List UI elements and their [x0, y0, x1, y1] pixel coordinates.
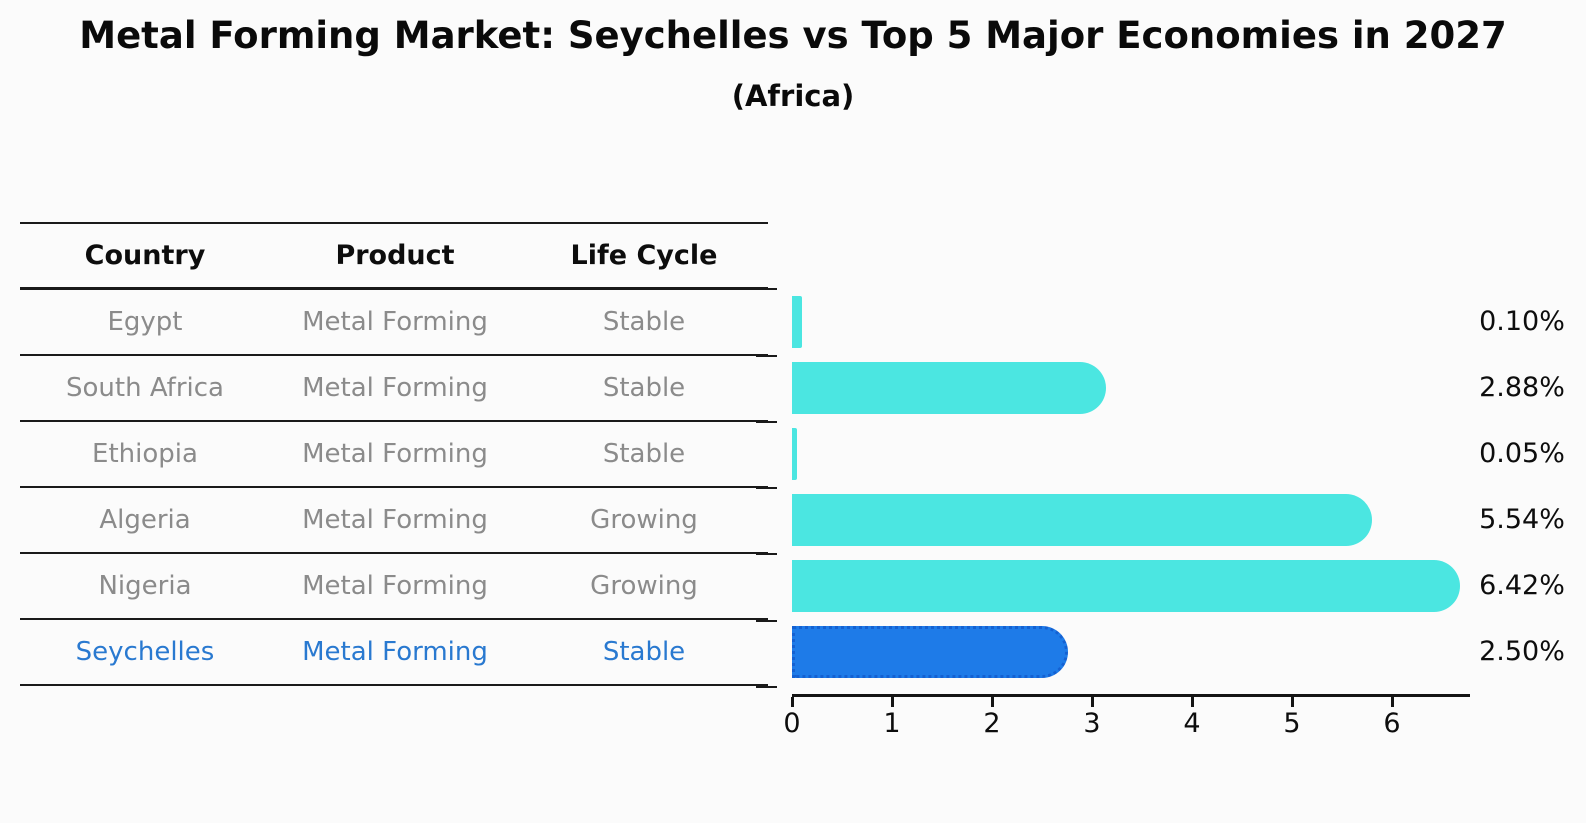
table-row-south-africa: South Africa Metal Forming Stable — [20, 356, 768, 422]
y-axis-tick — [756, 421, 777, 423]
x-axis-tick — [1091, 697, 1094, 707]
country-cell: Ethiopia — [92, 439, 198, 469]
bar-algeria — [792, 494, 1372, 546]
x-axis-tick — [1291, 697, 1294, 707]
y-axis-tick — [756, 553, 777, 555]
country-table: Country Product Life Cycle Egypt Metal F… — [20, 222, 768, 686]
product-cell: Metal Forming — [302, 637, 488, 667]
y-axis-tick — [756, 686, 777, 688]
table-row-ethiopia: Ethiopia Metal Forming Stable — [20, 422, 768, 488]
life-cycle-cell: Stable — [602, 373, 686, 403]
x-axis-tick — [1191, 697, 1194, 707]
value-label-south-africa: 2.88% — [1479, 372, 1565, 403]
bar-nigeria — [792, 560, 1460, 612]
x-axis-line — [792, 694, 1470, 697]
product-cell: Metal Forming — [302, 571, 488, 601]
bar-south-africa — [792, 362, 1106, 414]
country-cell: Algeria — [99, 505, 191, 535]
life-cycle-cell: Growing — [590, 571, 698, 601]
chart-title: Metal Forming Market: Seychelles vs Top … — [79, 14, 1507, 57]
product-cell: Metal Forming — [302, 439, 488, 469]
value-label-egypt: 0.10% — [1479, 306, 1565, 337]
country-cell: Egypt — [107, 307, 183, 337]
value-label-seychelles: 2.50% — [1479, 636, 1565, 667]
bar-row-algeria — [792, 487, 1492, 553]
bar-egypt — [792, 296, 802, 348]
x-tick-label: 5 — [1283, 708, 1301, 739]
bar-row-nigeria — [792, 553, 1492, 619]
value-label-algeria: 5.54% — [1479, 504, 1565, 535]
column-header-life-cycle: Life Cycle — [570, 240, 718, 271]
country-cell: Nigeria — [98, 571, 192, 601]
x-tick-label: 6 — [1383, 708, 1401, 739]
x-axis-tick — [1391, 697, 1394, 707]
life-cycle-cell: Stable — [602, 307, 686, 337]
table-row-egypt: Egypt Metal Forming Stable — [20, 290, 768, 356]
country-cell: South Africa — [66, 373, 224, 403]
bar-seychelles — [792, 626, 1068, 678]
bar-ethiopia — [792, 428, 797, 480]
x-tick-label: 0 — [783, 708, 801, 739]
life-cycle-cell: Stable — [602, 637, 686, 667]
x-axis-tick — [791, 697, 794, 707]
table-header-row: Country Product Life Cycle — [20, 224, 768, 290]
table-row-nigeria: Nigeria Metal Forming Growing — [20, 554, 768, 620]
x-tick-label: 1 — [883, 708, 901, 739]
value-label-nigeria: 6.42% — [1479, 570, 1565, 601]
country-cell: Seychelles — [75, 637, 215, 667]
life-cycle-cell: Stable — [602, 439, 686, 469]
x-tick-label: 3 — [1083, 708, 1101, 739]
table-row-algeria: Algeria Metal Forming Growing — [20, 488, 768, 554]
table-row-seychelles: Seychelles Metal Forming Stable — [20, 620, 768, 686]
product-cell: Metal Forming — [302, 373, 488, 403]
column-header-country: Country — [84, 240, 206, 271]
bar-row-seychelles — [792, 619, 1492, 685]
product-cell: Metal Forming — [302, 307, 488, 337]
x-tick-label: 2 — [983, 708, 1001, 739]
column-header-product: Product — [335, 240, 455, 271]
y-axis-tick — [756, 355, 777, 357]
product-cell: Metal Forming — [302, 505, 488, 535]
bar-row-egypt — [792, 289, 1492, 355]
x-axis-tick — [991, 697, 994, 707]
chart-subtitle: (Africa) — [731, 79, 855, 113]
bar-row-south-africa — [792, 355, 1492, 421]
value-label-ethiopia: 0.05% — [1479, 438, 1565, 469]
life-cycle-cell: Growing — [590, 505, 698, 535]
x-axis-tick — [891, 697, 894, 707]
y-axis-tick — [756, 487, 777, 489]
bar-row-ethiopia — [792, 421, 1492, 487]
y-axis-tick — [756, 620, 777, 622]
x-tick-label: 4 — [1183, 708, 1201, 739]
y-axis-tick — [756, 288, 777, 290]
